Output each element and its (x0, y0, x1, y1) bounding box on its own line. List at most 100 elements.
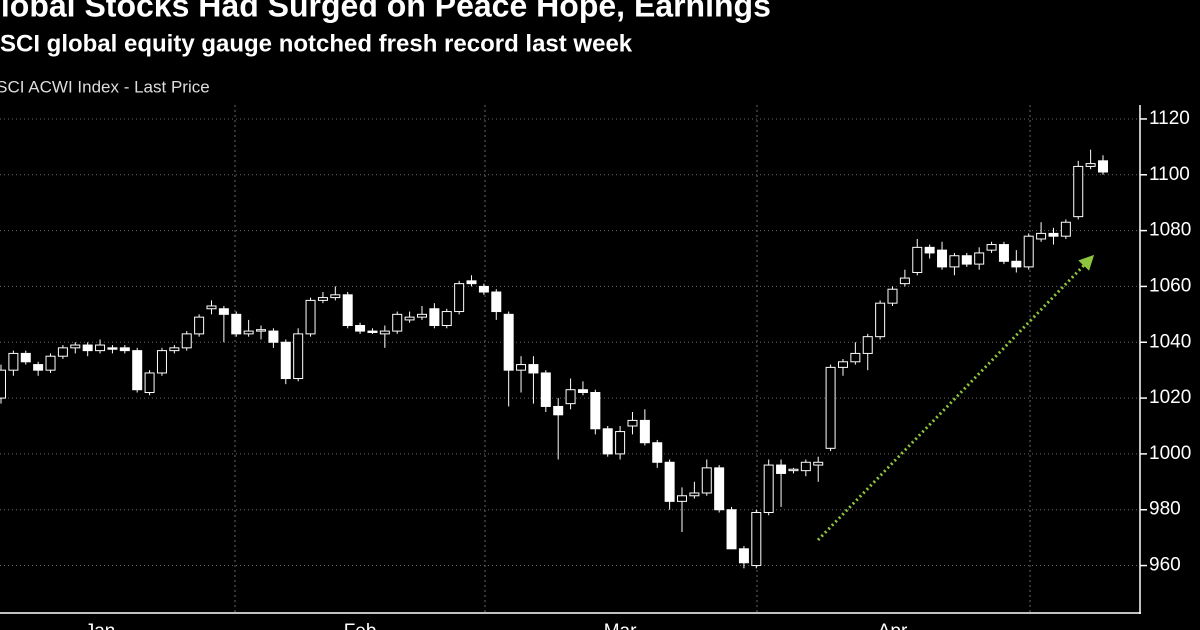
candle-body (714, 467, 725, 511)
y-tick-label: 1020 (1149, 387, 1191, 408)
x-tick-label: Jan (85, 621, 116, 630)
candle-body (45, 355, 56, 371)
candle-body (516, 364, 527, 371)
candle-body (986, 244, 997, 251)
candle-body (20, 352, 31, 363)
y-tick-label: 1080 (1149, 220, 1191, 241)
candle-body (577, 389, 588, 393)
candle-body (590, 391, 601, 430)
candle-body (491, 291, 502, 313)
candle-body (416, 313, 427, 318)
candle-body (293, 333, 304, 380)
y-tick-label: 1000 (1149, 443, 1191, 464)
candle-body (813, 461, 824, 466)
y-tick-label: 1120 (1149, 108, 1190, 129)
candle-body (0, 369, 6, 399)
candle-body (553, 405, 564, 416)
candle-body (627, 419, 638, 427)
candle-body (503, 313, 514, 371)
candle-body (355, 325, 366, 332)
candle-body (751, 512, 762, 567)
candle-body (800, 461, 811, 472)
candle-body (107, 347, 118, 350)
candle-body (429, 308, 440, 327)
candle-body (194, 316, 205, 335)
candle-body (342, 294, 353, 327)
candle-body (33, 364, 44, 371)
candle-body (478, 285, 489, 293)
candle-body (119, 347, 130, 352)
candle-body (454, 283, 465, 313)
candle-body (850, 352, 861, 363)
candle-body (701, 467, 712, 494)
candle-body (899, 277, 910, 285)
candle-body (82, 344, 93, 352)
candle-body (689, 492, 700, 497)
candle-body (218, 308, 229, 315)
candle-body (280, 341, 291, 380)
candle-body (181, 333, 192, 349)
candle-body (949, 255, 960, 268)
candle-body (664, 461, 675, 502)
month-separators (234, 105, 1031, 613)
candle-body (998, 244, 1009, 262)
candle-body (1011, 260, 1022, 268)
chart-subtitle: MSCI global equity gauge notched fresh r… (0, 30, 633, 57)
y-tick-label: 1100 (1149, 164, 1190, 185)
candle-body (1036, 232, 1047, 240)
candle-body (1098, 160, 1108, 173)
legend-label: MSCI ACWI Index - Last Price (0, 77, 210, 96)
candle-body (8, 352, 19, 371)
candle-body (156, 350, 167, 374)
candle-body (144, 372, 155, 393)
candle-body (961, 255, 972, 265)
candle-body (875, 302, 886, 338)
candle-body (392, 313, 403, 332)
candle-body (639, 419, 650, 444)
x-tick-label: Feb (344, 621, 377, 630)
candle-body (330, 294, 341, 299)
candle-body (206, 305, 217, 310)
candle-body (1023, 235, 1034, 268)
candle-body (726, 509, 737, 550)
x-tick-label: Mar (604, 621, 637, 630)
candle-body (677, 495, 688, 502)
candle-body (1085, 163, 1096, 167)
candle-body (243, 330, 254, 335)
y-tick-label: 960 (1149, 555, 1181, 576)
candle-body (1073, 165, 1084, 218)
candle-body (763, 464, 774, 514)
candle-body (256, 329, 267, 332)
candle-body (974, 252, 985, 265)
trend-arrow (816, 254, 1095, 542)
candle-body (528, 364, 539, 374)
candle-body (1060, 221, 1071, 237)
candle-body (169, 347, 180, 352)
y-tick-label: 1060 (1149, 275, 1191, 296)
candle-body (379, 330, 390, 335)
x-tick-label: Apr (878, 621, 908, 630)
candle-body (788, 468, 799, 472)
candle-body (937, 249, 948, 268)
candle-body (70, 344, 81, 349)
candle-body (317, 297, 328, 301)
candle-body (602, 428, 613, 455)
candle-body (466, 280, 477, 285)
candle-body (837, 361, 848, 368)
candle-body (652, 442, 663, 463)
y-tick-label: 980 (1149, 499, 1181, 520)
candle-body (776, 464, 787, 474)
candle-body (231, 313, 242, 335)
candle-body (887, 288, 898, 304)
candle-body (1048, 232, 1059, 237)
candle-body (95, 344, 106, 352)
candle-body (565, 389, 576, 405)
candle-body (924, 246, 935, 254)
candle-body (825, 366, 836, 449)
candle-body (404, 316, 415, 321)
candle-body (305, 299, 316, 335)
candle-body (615, 431, 626, 455)
candle-body (132, 350, 143, 391)
